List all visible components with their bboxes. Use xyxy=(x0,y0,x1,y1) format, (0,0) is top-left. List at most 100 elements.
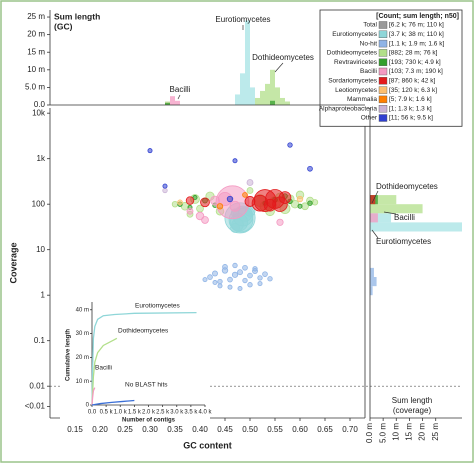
legend-name: Leotiomycetes xyxy=(335,87,378,94)
point xyxy=(276,218,284,226)
y-tick-label: 40 m xyxy=(76,307,89,313)
x-tick-label: 0.60 xyxy=(292,425,308,434)
point xyxy=(307,200,313,206)
bar xyxy=(280,97,285,105)
bar xyxy=(245,20,250,105)
y-tick-label: 20 m xyxy=(76,355,89,361)
annotation: Eurotiomycetes xyxy=(376,237,431,246)
line-label: No BLAST hits xyxy=(125,382,168,389)
point xyxy=(216,203,224,210)
legend-stats: [87; 860 k; 42 k] xyxy=(389,78,435,85)
x-tick-label: 0.15 xyxy=(67,425,83,434)
legend-stats: [1; 1.3 k; 1.3 k] xyxy=(389,105,432,112)
point xyxy=(247,272,253,279)
annotation: Dothideomycetes xyxy=(376,182,438,191)
legend-stats: [35; 120 k; 6.3 k] xyxy=(389,87,437,94)
legend-swatch xyxy=(378,30,388,38)
x-tick-label: 3.0 k xyxy=(170,410,184,416)
x-tick-label: 10 m xyxy=(391,423,400,441)
x-axis-label: Sum length xyxy=(392,396,432,405)
bar xyxy=(370,267,374,278)
point xyxy=(246,179,254,186)
x-tick-label: 0.20 xyxy=(92,425,108,434)
line xyxy=(91,311,197,406)
legend-swatch xyxy=(378,67,388,76)
point xyxy=(227,284,233,290)
legend-swatch xyxy=(378,95,388,104)
bar xyxy=(175,100,180,105)
point xyxy=(237,286,243,292)
y-tick-label: <0.01 xyxy=(25,401,46,410)
line-label: Eurotiomycetes xyxy=(135,303,181,310)
bar xyxy=(370,286,373,296)
x-tick-label: 15 m xyxy=(405,423,414,441)
annotation-arrow xyxy=(177,94,181,100)
point xyxy=(186,207,194,215)
annotation: Bacilli xyxy=(170,85,191,94)
bar xyxy=(265,83,270,105)
bar xyxy=(285,101,290,105)
point xyxy=(307,165,313,172)
point xyxy=(147,148,153,154)
inset-bg xyxy=(60,293,210,421)
bar xyxy=(270,100,275,105)
point xyxy=(212,270,218,277)
legend-name: Alphaproteobacteria xyxy=(319,105,378,112)
x-tick-label: 4.0 k xyxy=(198,410,212,416)
line xyxy=(91,399,135,406)
point xyxy=(242,264,248,271)
bar xyxy=(370,213,378,223)
legend-stats: [882; 28 m; 76 k] xyxy=(389,50,438,57)
point xyxy=(287,142,293,148)
legend-name: Bacilli xyxy=(360,68,377,75)
bar xyxy=(370,204,423,214)
point xyxy=(232,158,238,164)
x-tick-label: 25 m xyxy=(431,423,440,441)
legend-swatch xyxy=(378,114,388,122)
y-tick-label: 1 xyxy=(41,290,46,299)
legend-name: Total xyxy=(363,22,377,29)
annotation-arrow xyxy=(274,62,284,73)
x-tick-label: 0.35 xyxy=(167,425,183,434)
bar xyxy=(260,90,265,105)
y-tick-label: 0.0 xyxy=(34,100,46,109)
x-tick-label: 0.70 xyxy=(342,425,358,434)
bar xyxy=(370,195,397,205)
y-tick-label: 20 m xyxy=(27,30,45,39)
point xyxy=(232,262,238,269)
x-tick-label: 20 m xyxy=(418,423,427,441)
legend-swatch xyxy=(378,21,388,29)
x-tick-label: 3.5 k xyxy=(184,410,198,416)
legend-stats: [5; 7.9 k; 1.6 k] xyxy=(389,96,432,103)
legend-name: Other xyxy=(361,115,378,122)
x-tick-label: 0.5 k xyxy=(100,410,114,416)
y-tick-label: 1k xyxy=(37,154,46,163)
x-tick-label: 0.65 xyxy=(317,425,333,434)
bar xyxy=(165,102,170,105)
y-axis-label: Sum length xyxy=(54,11,100,21)
annotation: Eurotiomycetes xyxy=(215,15,270,24)
point xyxy=(231,271,239,278)
x-tick-label: 2.0 k xyxy=(142,410,156,416)
legend-title: [Count; sum length; n50] xyxy=(376,13,459,20)
point xyxy=(311,199,319,206)
point xyxy=(171,200,179,208)
legend-name: Sordariomycetes xyxy=(328,78,378,85)
bar xyxy=(270,69,275,105)
point xyxy=(177,199,183,206)
legend-name: No-hit xyxy=(360,40,378,47)
line xyxy=(91,387,96,406)
point xyxy=(162,183,168,189)
legend-name: Dothideomycetes xyxy=(327,50,378,57)
x-tick-label: 2.5 k xyxy=(156,410,170,416)
y-tick-label: 10 m xyxy=(27,65,45,74)
y-tick-label: 5.0 m xyxy=(25,83,45,92)
annotation: Bacilli xyxy=(394,213,415,222)
point xyxy=(244,196,256,207)
x-axis-label: Number of contigs xyxy=(122,418,176,424)
annotation-arrow xyxy=(371,229,379,239)
point xyxy=(246,187,254,194)
y-tick-label: 10 xyxy=(36,245,45,254)
point xyxy=(257,275,263,281)
